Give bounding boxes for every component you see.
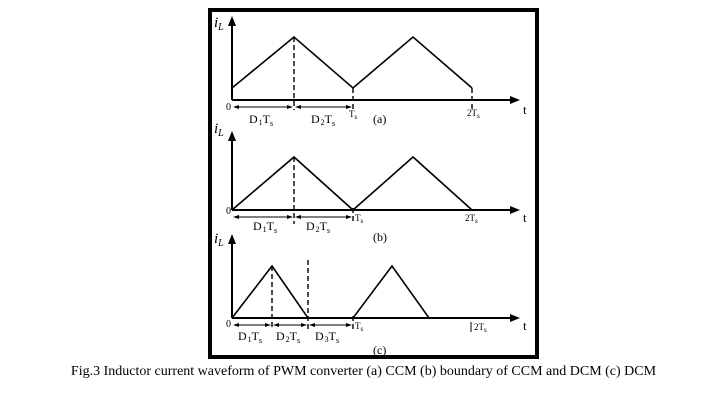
panel-c: iL t 0 D1Ts D2Ts D3Ts Ts 2Ts (c) — [214, 231, 527, 357]
panel-c-d1-label: D1Ts — [238, 329, 262, 345]
panel-a-d2-label: D2Ts — [311, 112, 335, 128]
panel-b-y-label: iL — [214, 121, 224, 139]
panel-b-d2-arrow-left — [295, 215, 301, 219]
panel-c-d2-label: D2Ts — [276, 329, 300, 345]
panel-b-2ts-label: 2Ts — [465, 213, 478, 225]
panel-c-d3-arrow-left — [309, 323, 315, 327]
panel-c-origin-label: 0 — [226, 319, 231, 330]
panel-b-origin-label: 0 — [226, 206, 231, 217]
panel-c-caption-label: (c) — [373, 343, 386, 357]
panel-c-ts-label: Ts — [355, 321, 364, 333]
panel-a-origin-label: 0 — [226, 102, 231, 113]
panel-c-d2-arrow-right — [301, 323, 307, 327]
panel-c-2ts-label: 2Ts — [474, 322, 487, 334]
panel-a-d1-label: D1Ts — [249, 112, 273, 128]
figure-frame — [208, 8, 539, 359]
panel-a-d2-arrow-left — [295, 105, 301, 109]
panel-a-waveform — [231, 35, 473, 90]
panel-a-2ts-label: 2Ts — [467, 108, 480, 120]
panel-a-x-arrow — [510, 96, 520, 104]
panel-c-d3-arrow-right — [346, 323, 352, 327]
panel-c-d1-arrow-right — [265, 323, 271, 327]
panel-c-d3-label: D3Ts — [315, 329, 339, 345]
panel-b-x-label: t — [523, 210, 527, 225]
panel-a-ts-label: Ts — [349, 109, 358, 121]
panel-c-x-label: t — [523, 318, 527, 333]
panel-a-d1-arrow-left — [233, 105, 239, 109]
panel-c-x-arrow — [510, 314, 520, 322]
panel-b-d2-label: D2Ts — [306, 219, 330, 235]
panel-b-d1-arrow-left — [233, 215, 239, 219]
panel-b-ts-label: Ts — [355, 213, 364, 225]
panel-c-y-arrow — [228, 234, 236, 244]
panel-a-d1-arrow-right — [287, 105, 293, 109]
panel-b: iL t 0 D1Ts D2Ts Ts 2Ts (b) — [214, 121, 527, 244]
panel-c-d1-arrow-left — [233, 323, 239, 327]
panel-a-y-arrow — [228, 16, 236, 26]
panel-b-y-arrow — [228, 131, 236, 141]
panel-c-y-label: iL — [214, 231, 224, 249]
panel-b-d2-arrow-right — [346, 215, 352, 219]
panel-b-d1-label: D1Ts — [253, 219, 277, 235]
panel-c-d2-arrow-left — [273, 323, 279, 327]
panel-a-x-label: t — [523, 102, 527, 117]
panel-b-caption-label: (b) — [373, 230, 387, 244]
panel-b-d1-arrow-right — [287, 215, 293, 219]
panel-c-waveform — [231, 264, 470, 319]
panel-b-x-arrow — [510, 206, 520, 214]
panel-a-caption-label: (a) — [373, 112, 386, 126]
panel-a: iL t 0 D1Ts D2Ts Ts 2Ts (a) — [214, 15, 527, 128]
panel-b-waveform — [231, 155, 473, 212]
panel-a-d2-arrow-right — [346, 105, 352, 109]
figure-caption: Fig.3 Inductor current waveform of PWM c… — [70, 364, 657, 379]
panel-a-y-label: iL — [214, 15, 224, 33]
